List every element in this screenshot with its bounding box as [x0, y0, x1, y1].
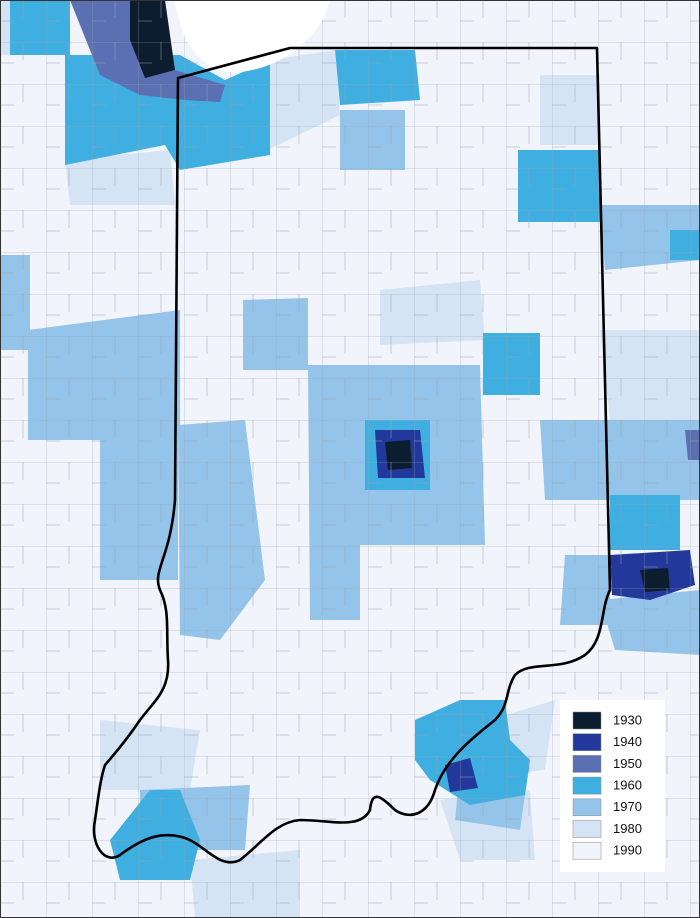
legend-swatch: [572, 733, 602, 751]
legend-swatch: [572, 755, 602, 773]
legend-swatch: [572, 820, 602, 838]
legend-label: 1970: [613, 799, 642, 814]
legend-label: 1940: [613, 734, 642, 749]
lake-michigan: [175, 0, 330, 73]
legend-label: 1990: [613, 843, 642, 858]
legend-swatch: [572, 841, 602, 860]
legend-label: 1960: [613, 778, 642, 793]
legend: 1930 1940 1950 1960 1970 1980 1990: [560, 700, 665, 872]
legend-label: 1930: [613, 712, 642, 727]
legend-swatch: [572, 798, 602, 817]
legend-swatch: [572, 776, 602, 795]
state-border: [92, 46, 612, 864]
legend-swatch: [572, 711, 602, 730]
legend-label: 1980: [613, 821, 642, 836]
legend-label: 1950: [613, 756, 642, 771]
